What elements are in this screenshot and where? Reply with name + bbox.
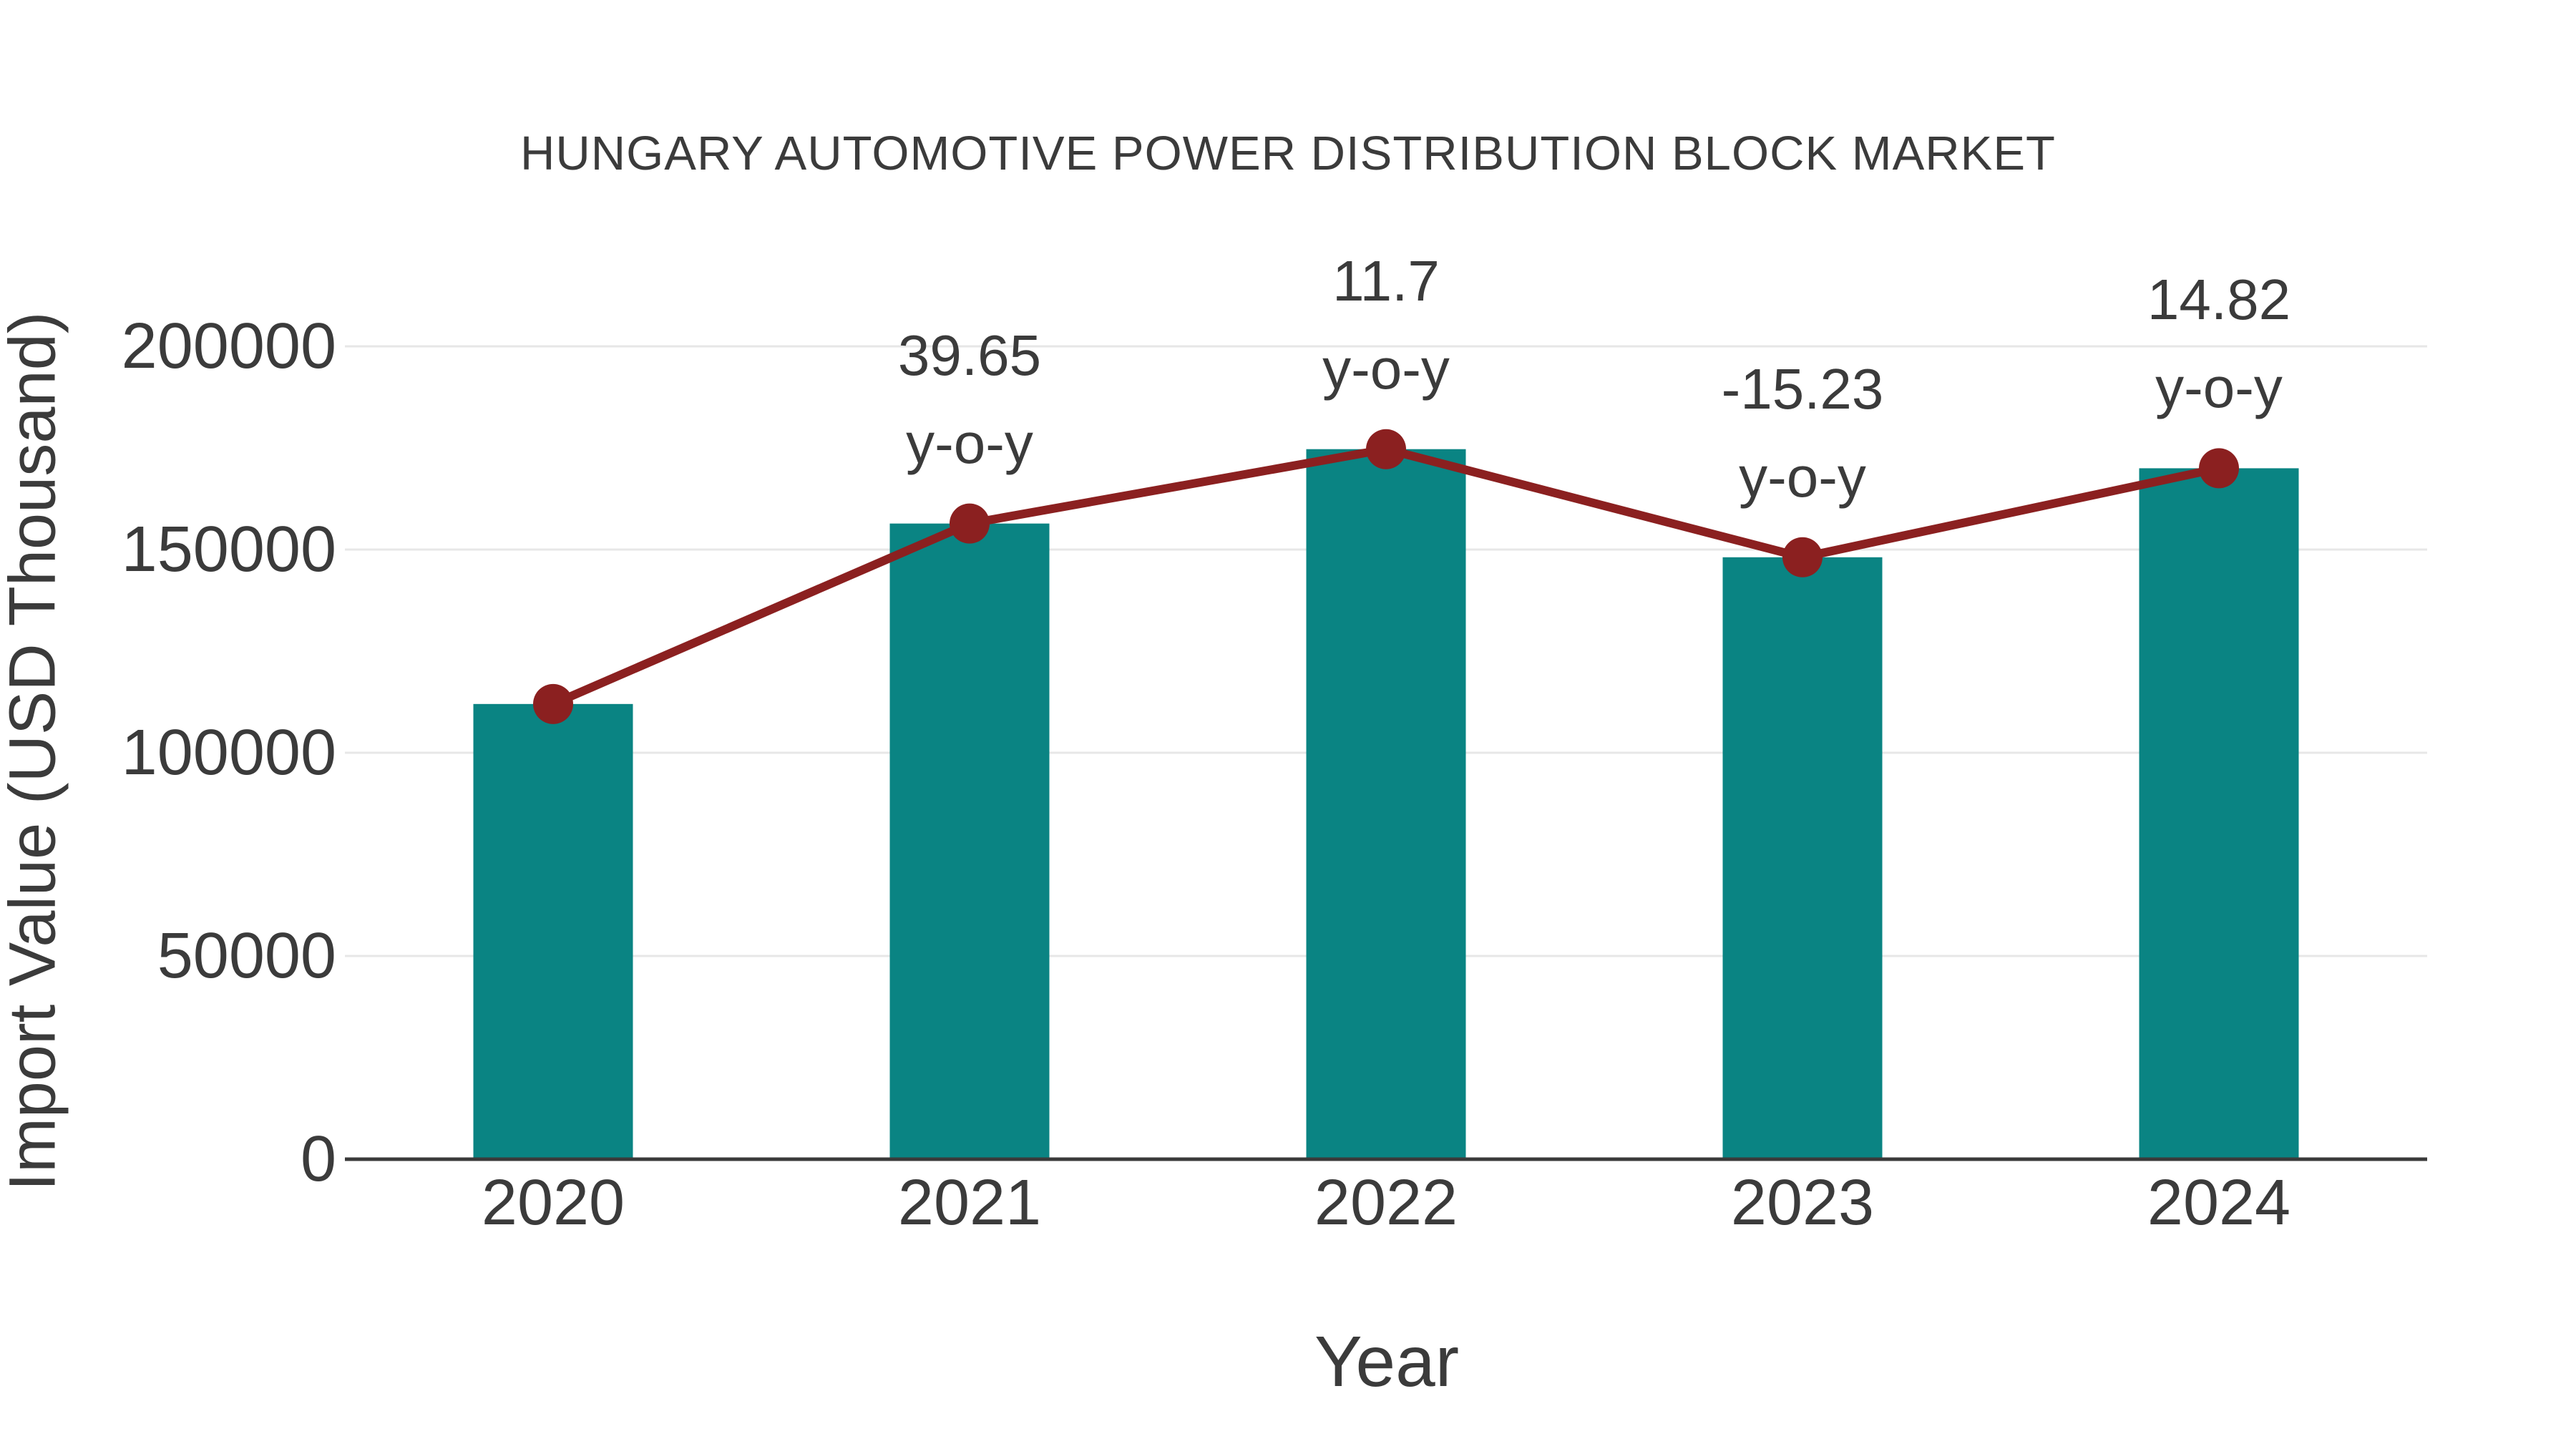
annotation-2024-value: 14.82	[2147, 268, 2291, 332]
y-tick-0: 0	[300, 1123, 336, 1195]
annotation-2021-label: y-o-y	[906, 411, 1033, 475]
annotation-2023-label: y-o-y	[1739, 444, 1866, 509]
y-tick-100000: 100000	[121, 717, 336, 789]
annotation-2023-value: -15.23	[1721, 356, 1884, 421]
annotation-2022-value: 11.7	[1332, 248, 1440, 313]
annotation-2021-value: 39.65	[897, 323, 1042, 387]
annotation-2024-label: y-o-y	[2155, 356, 2283, 420]
x-tick-2023: 2023	[1730, 1167, 1875, 1239]
bar-2021	[889, 523, 1050, 1159]
x-axis-title: Year	[1314, 1322, 1460, 1402]
x-tick-2024: 2024	[2147, 1167, 2291, 1239]
bar-2023	[1722, 557, 1883, 1159]
x-tick-2020: 2020	[481, 1167, 625, 1239]
y-tick-200000: 200000	[121, 311, 336, 382]
marker-2024	[2199, 448, 2239, 489]
chart-title: HUNGARY AUTOMOTIVE POWER DISTRIBUTION BL…	[520, 127, 2056, 180]
bar-2020	[473, 703, 633, 1159]
marker-2022	[1366, 429, 1406, 469]
marker-2023	[1782, 537, 1823, 577]
y-tick-50000: 50000	[157, 920, 336, 992]
marker-2021	[950, 503, 990, 544]
marker-2020	[533, 683, 573, 724]
bar-2022	[1306, 449, 1466, 1159]
x-tick-2021: 2021	[897, 1167, 1042, 1239]
x-tick-2022: 2022	[1314, 1167, 1458, 1239]
y-tick-150000: 150000	[121, 514, 336, 585]
annotation-2022-label: y-o-y	[1322, 336, 1450, 401]
bar-2024	[2139, 468, 2299, 1159]
